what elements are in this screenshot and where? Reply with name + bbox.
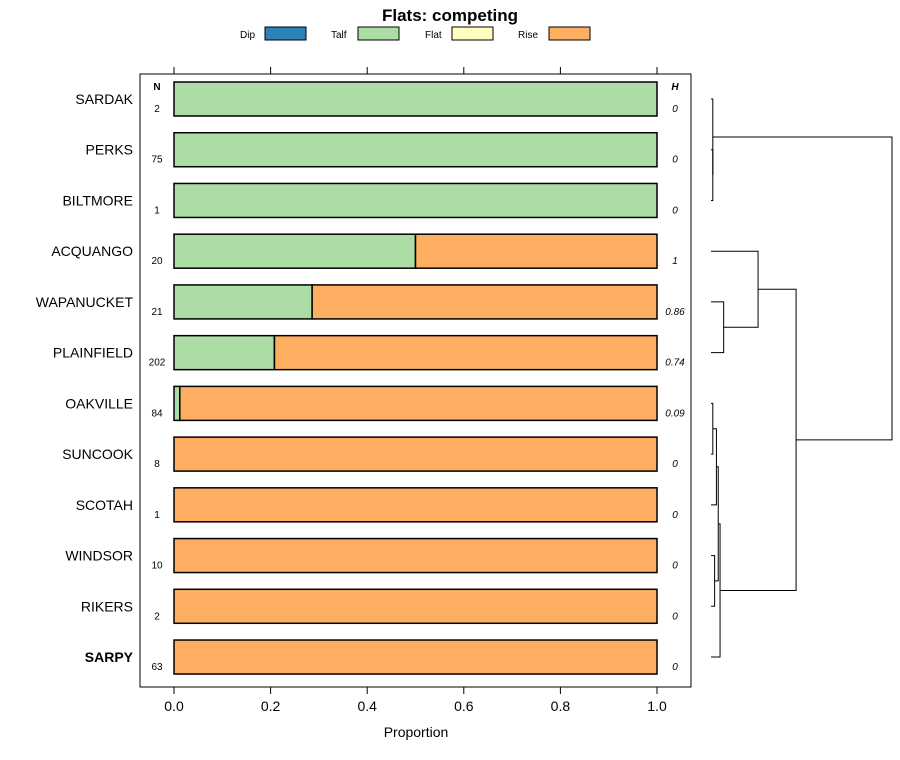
bar-row-perks: PERKS 75 0 bbox=[86, 131, 678, 168]
bar-row-suncook: SUNCOOK 8 0 bbox=[62, 436, 678, 472]
bar-segment-rise bbox=[311, 284, 658, 320]
dendrogram bbox=[711, 98, 893, 658]
bar-segment-rise bbox=[414, 233, 658, 269]
category-label: RIKERS bbox=[81, 598, 133, 614]
h-value: 0 bbox=[672, 510, 678, 521]
x-axis-label: Proportion bbox=[384, 724, 449, 740]
bar-row-plainfield: PLAINFIELD 202 0.74 bbox=[53, 334, 685, 371]
n-value: 202 bbox=[149, 358, 166, 369]
h-column-header: H bbox=[671, 82, 679, 93]
x-tick-label: 0.0 bbox=[164, 698, 184, 714]
bar-segment-rise bbox=[173, 588, 658, 625]
category-label: SUNCOOK bbox=[62, 446, 133, 462]
h-value: 0.09 bbox=[665, 408, 685, 419]
n-value: 2 bbox=[154, 104, 160, 115]
n-value: 75 bbox=[151, 155, 163, 166]
legend-swatch-rise bbox=[548, 26, 591, 41]
x-tick-label: 0.8 bbox=[551, 698, 571, 714]
legend: Dip Talf Flat Rise bbox=[240, 26, 591, 41]
category-label: BILTMORE bbox=[62, 192, 133, 208]
legend-swatch-dip bbox=[264, 26, 307, 41]
h-value: 0 bbox=[672, 155, 678, 166]
dendrogram-branch bbox=[711, 250, 759, 328]
h-value: 0 bbox=[672, 561, 678, 572]
bar-row-windsor: WINDSOR 10 0 bbox=[65, 537, 678, 574]
h-value: 0 bbox=[672, 662, 678, 673]
category-label: ACQUANGO bbox=[51, 243, 133, 259]
chart-title: Flats: competing bbox=[382, 6, 518, 25]
category-label: SARPY bbox=[85, 649, 134, 665]
n-value: 10 bbox=[151, 561, 163, 572]
legend-swatch-flat bbox=[451, 26, 494, 41]
legend-label-flat: Flat bbox=[425, 30, 442, 41]
n-value: 1 bbox=[154, 510, 160, 521]
x-tick-label: 0.2 bbox=[261, 698, 281, 714]
h-value: 0 bbox=[672, 459, 678, 470]
category-label: SARDAK bbox=[75, 91, 133, 107]
n-value: 21 bbox=[151, 307, 163, 318]
dendrogram-branch bbox=[720, 288, 797, 591]
n-value: 8 bbox=[154, 459, 160, 470]
bar-segment-talf bbox=[173, 182, 658, 219]
bar-segment-rise bbox=[179, 385, 658, 422]
n-value: 2 bbox=[154, 611, 160, 622]
dendrogram-branch bbox=[711, 555, 716, 607]
legend-label-talf: Talf bbox=[331, 30, 347, 41]
bar-row-sarpy: SARPY 63 0 bbox=[85, 639, 678, 675]
bar-row-acquango: ACQUANGO 20 1 bbox=[51, 233, 678, 269]
h-value: 0.86 bbox=[665, 307, 685, 318]
x-axis: 0.0 0.2 0.4 0.6 0.8 1.0 bbox=[164, 687, 667, 714]
x-tick-label: 0.4 bbox=[357, 698, 377, 714]
h-value: 0 bbox=[672, 104, 678, 115]
x-tick-label: 0.6 bbox=[454, 698, 474, 714]
dendrogram-branch bbox=[711, 98, 714, 176]
bar-row-oakville: OAKVILLE 84 0.09 bbox=[65, 385, 685, 422]
legend-label-rise: Rise bbox=[518, 30, 538, 41]
dendrogram-branch bbox=[711, 428, 717, 506]
category-label: WAPANUCKET bbox=[36, 294, 134, 310]
bar-segment-rise bbox=[173, 537, 658, 574]
n-value: 84 bbox=[151, 408, 163, 419]
x-tick-label: 1.0 bbox=[647, 698, 667, 714]
bar-row-wapanucket: WAPANUCKET 21 0.86 bbox=[36, 284, 685, 320]
bar-segment-talf bbox=[173, 334, 276, 371]
n-column-header: N bbox=[153, 82, 160, 93]
n-value: 1 bbox=[154, 205, 160, 216]
bar-row-scotah: SCOTAH 1 0 bbox=[76, 487, 678, 523]
h-value: 1 bbox=[672, 256, 678, 267]
legend-label-dip: Dip bbox=[240, 30, 255, 41]
bar-segment-rise bbox=[173, 639, 658, 675]
legend-swatch-talf bbox=[357, 26, 400, 41]
plot-panel bbox=[139, 73, 692, 688]
h-value: 0 bbox=[672, 205, 678, 216]
h-value: 0.74 bbox=[665, 358, 685, 369]
bar-segment-talf bbox=[173, 284, 313, 320]
category-label: SCOTAH bbox=[76, 497, 133, 513]
bar-segment-talf bbox=[173, 385, 181, 422]
bar-segment-talf bbox=[173, 233, 417, 269]
bar-row-rikers: RIKERS 2 0 bbox=[81, 588, 678, 625]
h-value: 0 bbox=[672, 611, 678, 622]
bar-segment-rise bbox=[173, 436, 658, 472]
bar-segment-rise bbox=[173, 487, 658, 523]
dendrogram-branch bbox=[712, 136, 893, 441]
category-label: OAKVILLE bbox=[65, 395, 133, 411]
dendrogram-branch bbox=[711, 301, 725, 354]
top-axis bbox=[173, 67, 658, 74]
bar-segment-talf bbox=[173, 131, 658, 168]
n-value: 63 bbox=[151, 662, 163, 673]
category-label: PLAINFIELD bbox=[53, 345, 133, 361]
bar-segment-talf bbox=[173, 81, 658, 117]
category-label: WINDSOR bbox=[65, 548, 133, 564]
dendrogram-branch bbox=[711, 402, 714, 455]
bar-segment-rise bbox=[273, 334, 658, 371]
n-value: 20 bbox=[151, 256, 163, 267]
bar-row-sardak: SARDAK 2 0 bbox=[75, 81, 678, 117]
bar-row-biltmore: BILTMORE 1 0 bbox=[62, 182, 678, 219]
category-label: PERKS bbox=[86, 142, 133, 158]
